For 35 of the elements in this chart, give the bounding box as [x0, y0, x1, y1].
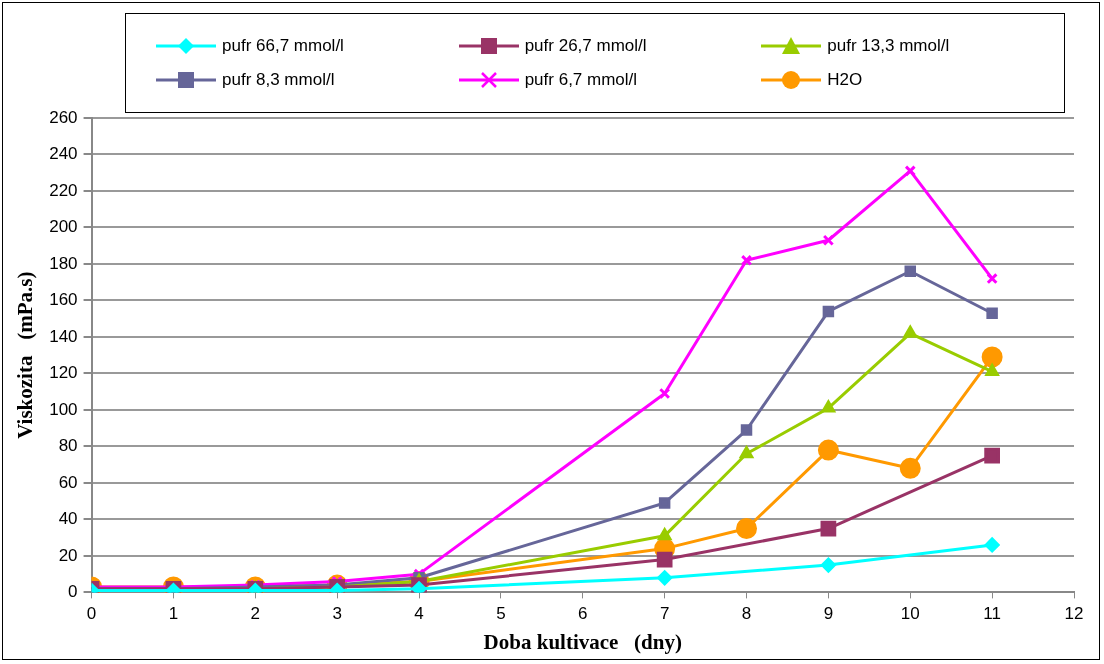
y-axis-title: Viskozita (mPa.s): [13, 271, 38, 439]
x-tick-label: 0: [86, 604, 97, 624]
y-tick-label: 0: [68, 582, 78, 602]
y-tick-label: 160: [49, 290, 78, 310]
y-tick-label: 80: [58, 436, 78, 456]
y-tick-label: 140: [49, 326, 78, 346]
y-tick-label: 60: [58, 472, 78, 492]
y-tick-label: 40: [58, 509, 78, 529]
y-tick-label: 180: [49, 253, 78, 273]
legend-label: pufr 66,7 mmol/l: [222, 36, 344, 56]
legend-label: pufr 13,3 mmol/l: [827, 36, 950, 56]
y-tick-label: 200: [49, 217, 78, 237]
y-tick-label: 220: [49, 180, 78, 200]
legend-label: H2O: [827, 70, 863, 90]
x-tick-label: 5: [496, 604, 506, 624]
x-tick-label: 7: [659, 604, 670, 624]
x-tick-label: 4: [414, 604, 424, 624]
y-tick-label: 20: [58, 545, 78, 565]
x-tick-label: 11: [983, 604, 1001, 624]
x-axis-title: Doba kultivace (dny): [483, 629, 682, 654]
x-tick-label: 3: [332, 604, 342, 624]
y-tick-label: 120: [49, 363, 78, 383]
legend-label: pufr 6,7 mmol/l: [524, 70, 638, 90]
y-tick-label: 260: [49, 107, 78, 127]
x-tick-label: 1: [168, 604, 179, 624]
x-tick-label: 8: [741, 604, 752, 624]
legend-label: pufr 8,3 mmol/l: [222, 70, 335, 90]
x-tick-label: 10: [900, 604, 920, 624]
legend-label: pufr 26,7 mmol/l: [524, 36, 647, 56]
x-tick-label: 9: [823, 604, 834, 624]
y-tick-label: 240: [49, 144, 78, 164]
y-tick-label: 100: [49, 399, 78, 419]
x-tick-label: 2: [250, 604, 261, 624]
x-tick-label: 6: [578, 604, 588, 624]
x-tick-label: 12: [1064, 604, 1084, 624]
